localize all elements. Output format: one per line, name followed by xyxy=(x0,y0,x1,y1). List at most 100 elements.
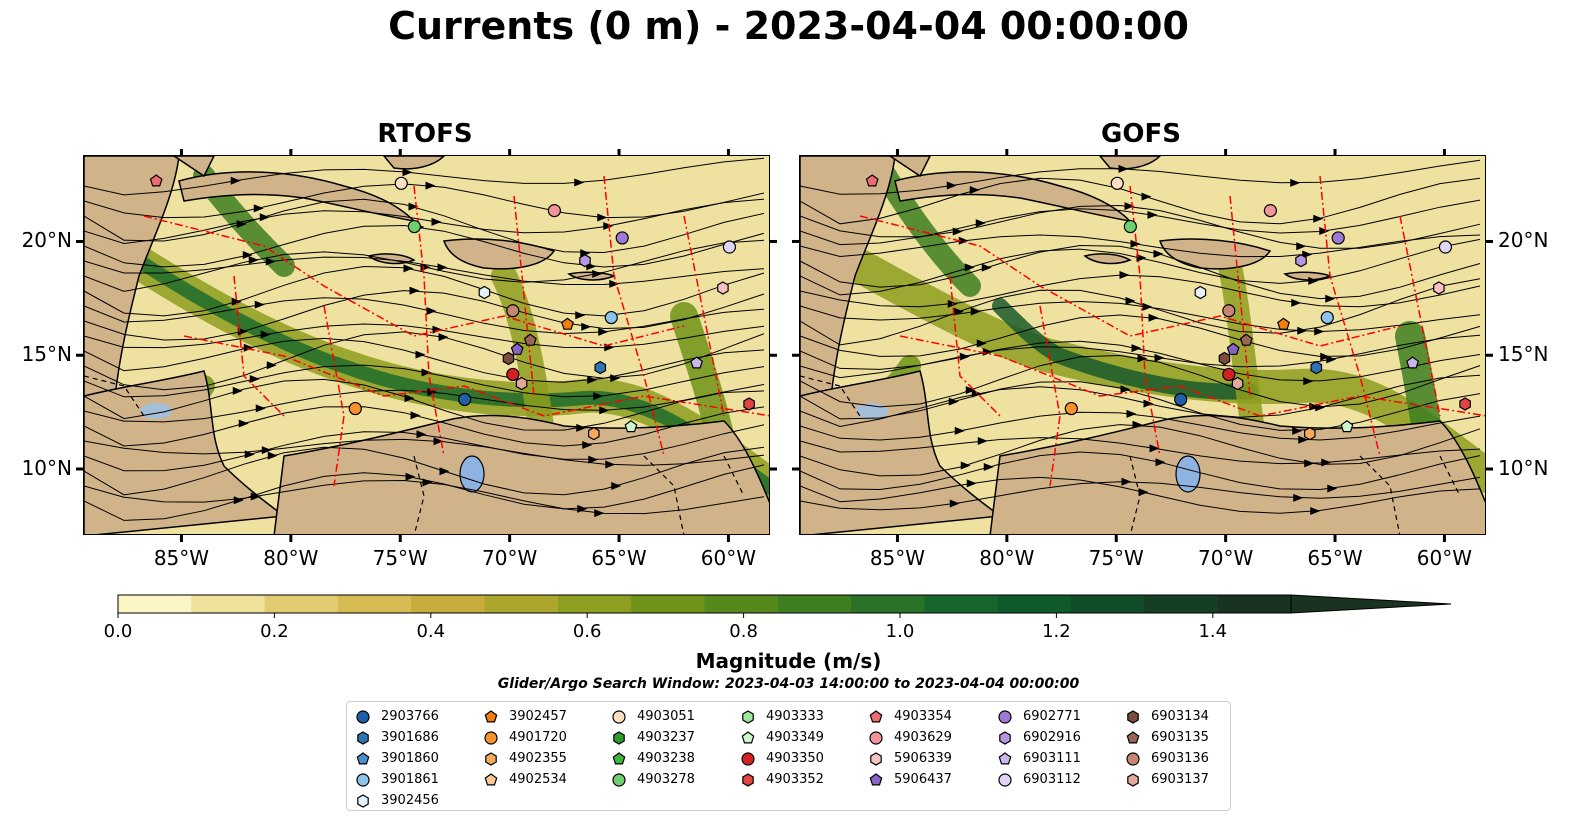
legend-marker-circle xyxy=(741,751,755,766)
legend-label: 4903051 xyxy=(637,709,695,724)
colorbar-segment xyxy=(1217,595,1292,613)
float-marker-4903352 xyxy=(743,397,755,411)
streamline-arrow xyxy=(1304,459,1315,468)
streamline-arrow xyxy=(1148,313,1159,322)
legend-label: 5906437 xyxy=(894,772,952,787)
streamline-arrow xyxy=(439,467,450,476)
streamline-arrow xyxy=(1149,444,1160,453)
streamline-arrow xyxy=(237,327,248,336)
legend-marker-hexagon xyxy=(1127,772,1139,787)
float-marker-5906437 xyxy=(510,342,524,355)
x-tick-label: 80°W xyxy=(263,546,319,570)
legend-item: 4903349 xyxy=(740,727,824,748)
legend-item: 6903112 xyxy=(997,769,1081,790)
streamline-arrow xyxy=(981,263,992,272)
panel-title-rtofs: RTOFS xyxy=(377,119,473,149)
legend-marker-pentagon xyxy=(869,772,883,785)
streamline-arrow xyxy=(611,482,622,491)
streamline-arrow xyxy=(248,255,259,264)
streamline-arrow xyxy=(949,499,960,508)
legend-label: 4903350 xyxy=(766,751,824,766)
current-band xyxy=(117,244,769,495)
legend-item: 4903352 xyxy=(740,769,824,790)
float-marker-6903136 xyxy=(1222,304,1236,318)
legend-column: 6902771 6902916 6903111 6903112 xyxy=(997,706,1081,790)
streamline-arrow xyxy=(575,311,586,320)
float-marker-2903766 xyxy=(1174,392,1188,407)
streamline-arrow xyxy=(426,307,437,316)
legend-item: 5906437 xyxy=(868,769,952,790)
float-marker-4903349 xyxy=(1340,420,1354,433)
streamline-arrow xyxy=(597,213,608,222)
float-marker-3901686 xyxy=(594,360,607,375)
colorbar-segment xyxy=(1144,595,1219,613)
streamline-arrow xyxy=(409,286,420,295)
legend-item: 6902771 xyxy=(997,706,1081,727)
legend-item: 6902916 xyxy=(997,727,1081,748)
legend-label: 6903134 xyxy=(1151,709,1209,724)
streamline-arrow xyxy=(416,430,427,439)
float-marker-4903629 xyxy=(547,204,561,218)
streamline-arrow xyxy=(242,251,253,260)
streamline-arrow xyxy=(603,222,614,231)
legend-marker-hexagon xyxy=(999,730,1011,745)
legend-marker-hexagon xyxy=(742,709,754,724)
streamline-arrow xyxy=(255,404,266,413)
colorbar-segment xyxy=(557,595,632,613)
legend-item: 4903238 xyxy=(611,748,695,769)
legend-item: 4901720 xyxy=(483,727,567,748)
legend-item: 5906339 xyxy=(868,748,952,769)
streamline-arrow xyxy=(1138,488,1149,497)
lake-maracaibo xyxy=(1175,455,1201,493)
figure-title: Currents (0 m) - 2023-04-04 00:00:00 xyxy=(388,4,1189,48)
float-marker-4902355 xyxy=(1304,426,1316,441)
streamline-arrow xyxy=(408,202,419,211)
float-marker-6903134 xyxy=(1218,351,1231,366)
legend-label: 5906339 xyxy=(894,751,952,766)
colorbar-segment xyxy=(411,595,486,613)
streamline-arrow xyxy=(1130,239,1141,248)
legend-column: 6903134 6903135 6903136 6903137 xyxy=(1125,706,1209,790)
country-borders xyxy=(84,375,745,534)
legend-item: 3901686 xyxy=(355,727,439,748)
colorbar-segment xyxy=(1071,595,1145,613)
streamline-arrow xyxy=(1118,164,1129,173)
current-band xyxy=(992,298,1258,400)
x-tick-label: 85°W xyxy=(869,546,926,570)
colorbar-tick-label: 1.2 xyxy=(1042,621,1071,642)
legend-marker-pentagon xyxy=(741,730,755,743)
legend-column: 2903766 3901686 3901860 3901861 3902456 xyxy=(355,706,439,811)
streamline-arrow xyxy=(574,178,585,187)
legend-item: 4903350 xyxy=(740,748,824,769)
legend-marker-pentagon xyxy=(998,751,1012,764)
streamline-arrow xyxy=(958,236,969,245)
legend-item: 2903766 xyxy=(355,706,439,727)
float-marker-4903629 xyxy=(1263,204,1277,218)
float-marker-5906437 xyxy=(1226,342,1240,355)
x-tick-label: 75°W xyxy=(1088,546,1144,570)
colorbar-segment xyxy=(924,595,999,613)
x-tick-label: 70°W xyxy=(482,546,538,570)
legend-marker-circle xyxy=(869,730,883,745)
streamline-arrow xyxy=(254,300,265,309)
float-marker-3902456 xyxy=(1194,285,1207,300)
streamline-arrow xyxy=(592,269,603,278)
float-marker-4903352 xyxy=(1459,397,1471,411)
legend-marker-pentagon xyxy=(1126,730,1140,743)
streamline-arrow xyxy=(1327,484,1338,493)
colorbar-segment xyxy=(631,595,705,613)
streamline-arrow xyxy=(577,504,588,513)
streamline-arrow xyxy=(403,264,414,273)
x-tick-label: 65°W xyxy=(591,546,647,570)
streamline-arrow xyxy=(438,333,449,342)
streamline-arrow xyxy=(970,307,981,316)
float-marker-6903112 xyxy=(722,240,737,254)
streamline-arrow xyxy=(253,204,264,213)
streamline-arrow xyxy=(244,450,255,459)
float-marker-4903051 xyxy=(1110,176,1124,190)
legend-marker-circle xyxy=(484,730,498,745)
float-marker-4901720 xyxy=(348,401,362,416)
legend-label: 4903333 xyxy=(766,709,824,724)
streamline-arrow xyxy=(1153,249,1164,258)
legend-label: 3901861 xyxy=(381,772,439,787)
